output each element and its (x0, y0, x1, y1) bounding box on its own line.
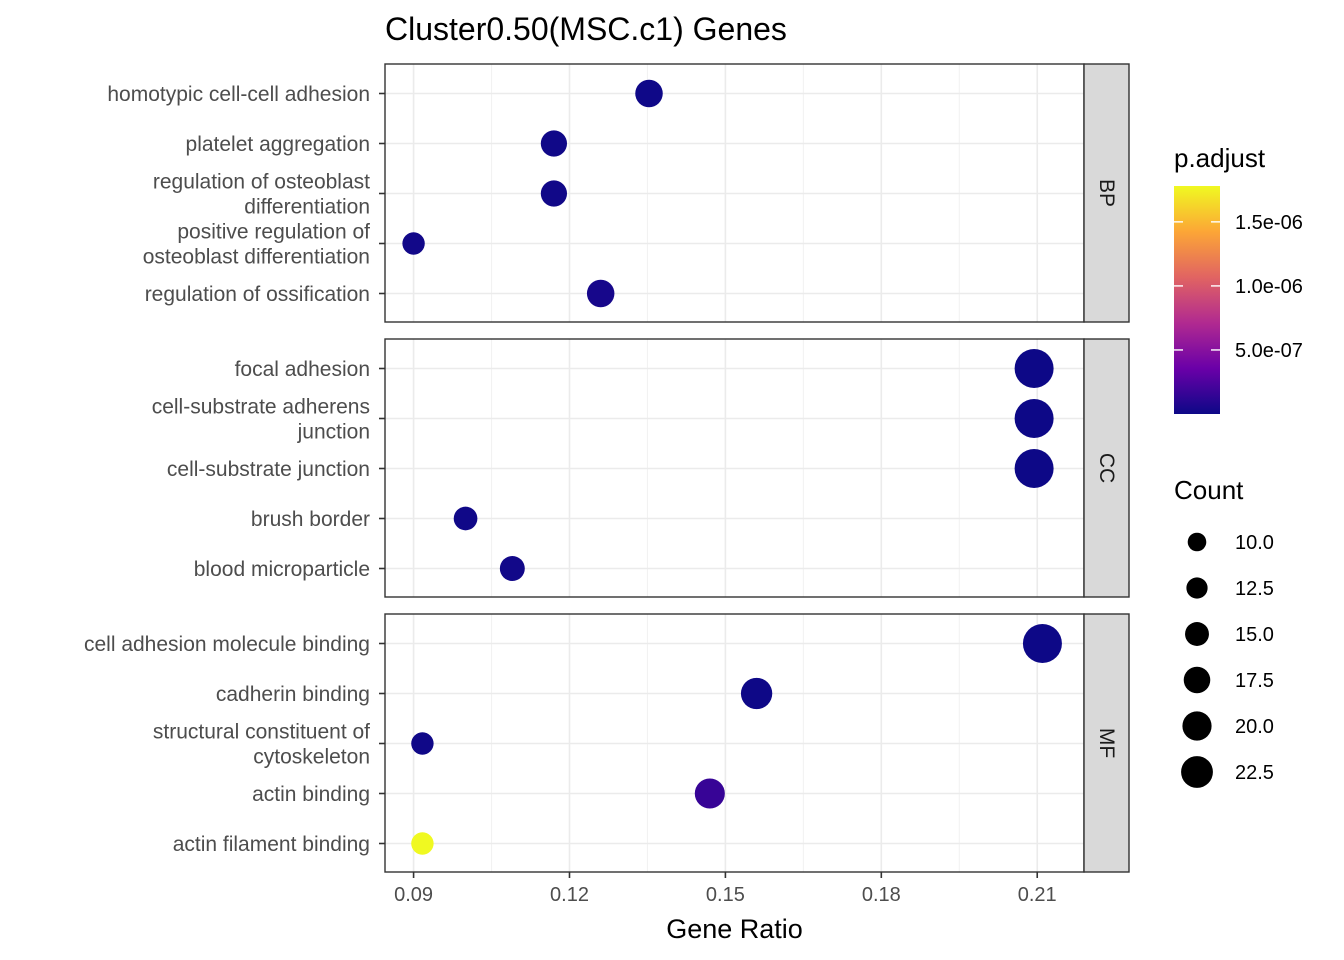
color-legend: p.adjust 5.0e-07 1.0e-06 1.5e-06 (1174, 143, 1303, 414)
facet-strip (1083, 613, 1130, 873)
size-legend-label: 22.5 (1235, 762, 1274, 784)
size-legend-key (1182, 711, 1212, 741)
facet-panel-cc: focal adhesion cell-substrate adherensjun… (152, 338, 1130, 598)
y-tick-label: platelet aggregation (186, 133, 370, 156)
data-point (1022, 624, 1062, 663)
y-tick-label: cadherin binding (216, 683, 370, 706)
size-legend-key (1186, 577, 1208, 599)
y-tick-label: cytoskeleton (253, 746, 370, 769)
data-point (1014, 349, 1054, 388)
size-legend-label: 10.0 (1235, 532, 1274, 554)
size-legend-title: Count (1174, 475, 1244, 505)
x-tick-label: 0.18 (862, 884, 901, 906)
facet-strip (1083, 338, 1130, 598)
facet-strip-label: MF (1095, 728, 1118, 758)
size-legend-key (1187, 532, 1207, 552)
y-tick-label: brush border (251, 508, 370, 531)
data-point (499, 556, 525, 581)
y-tick-label: cell-substrate junction (167, 458, 370, 481)
data-point (740, 677, 773, 710)
y-tick-label: blood microparticle (194, 558, 370, 581)
size-legend-label: 12.5 (1235, 578, 1274, 600)
color-legend-label: 1.5e-06 (1235, 212, 1303, 234)
facet-panel-bp: homotypic cell-cell adhesion platelet agg… (107, 63, 1130, 323)
data-point (540, 180, 568, 207)
data-point (1014, 449, 1054, 488)
y-tick-label: homotypic cell-cell adhesion (107, 83, 370, 106)
facet-strip-label: BP (1095, 179, 1118, 207)
y-tick-label: positive regulation of (177, 221, 370, 244)
size-legend-label: 20.0 (1235, 716, 1274, 738)
facet-strip (1083, 63, 1130, 323)
facet-panel-mf: cell adhesion molecule binding cadherin b… (84, 613, 1130, 873)
y-tick-label: cell-substrate adherens (152, 396, 370, 419)
color-legend-label: 1.0e-06 (1235, 276, 1303, 298)
x-axis-title: Gene Ratio (666, 914, 803, 944)
data-point (635, 79, 663, 108)
facet-strip-label: CC (1095, 453, 1118, 483)
y-tick-label: regulation of osteoblast (153, 171, 370, 194)
size-legend-key (1183, 666, 1211, 694)
y-tick-label: junction (297, 421, 370, 444)
data-point (694, 778, 725, 809)
x-tick-label: 0.12 (550, 884, 589, 906)
size-legend: Count 10.0 12.5 15.0 17.5 20.0 22.5 (1174, 475, 1274, 788)
y-tick-label: differentiation (244, 196, 370, 219)
y-tick-label: regulation of ossification (145, 283, 370, 306)
size-legend-label: 15.0 (1235, 624, 1274, 646)
y-tick-label: actin binding (252, 783, 370, 806)
y-tick-label: structural constituent of (153, 721, 370, 744)
data-point (411, 732, 434, 755)
chart-title: Cluster0.50(MSC.c1) Genes (385, 11, 787, 47)
data-point (453, 506, 478, 531)
size-legend-label: 17.5 (1235, 670, 1274, 692)
x-tick-label: 0.09 (394, 884, 433, 906)
y-tick-label: osteoblast differentiation (143, 246, 370, 269)
x-tick-label: 0.15 (706, 884, 745, 906)
y-tick-label: actin filament binding (173, 833, 370, 856)
x-tick-label: 0.21 (1018, 884, 1057, 906)
data-point (1014, 399, 1054, 438)
data-point (586, 279, 615, 308)
y-tick-label: cell adhesion molecule binding (84, 633, 370, 656)
data-point (402, 232, 425, 255)
color-legend-label: 5.0e-07 (1235, 340, 1303, 362)
x-axis: 0.09 0.12 0.15 0.18 0.21 (394, 872, 1057, 906)
facet-panels: homotypic cell-cell adhesion platelet agg… (84, 63, 1130, 873)
size-legend-key (1181, 756, 1213, 788)
color-legend-title: p.adjust (1174, 143, 1266, 173)
color-bar (1174, 186, 1220, 414)
data-point (411, 832, 434, 855)
size-legend-key (1185, 622, 1209, 646)
data-point (540, 130, 568, 157)
y-tick-label: focal adhesion (235, 358, 370, 381)
